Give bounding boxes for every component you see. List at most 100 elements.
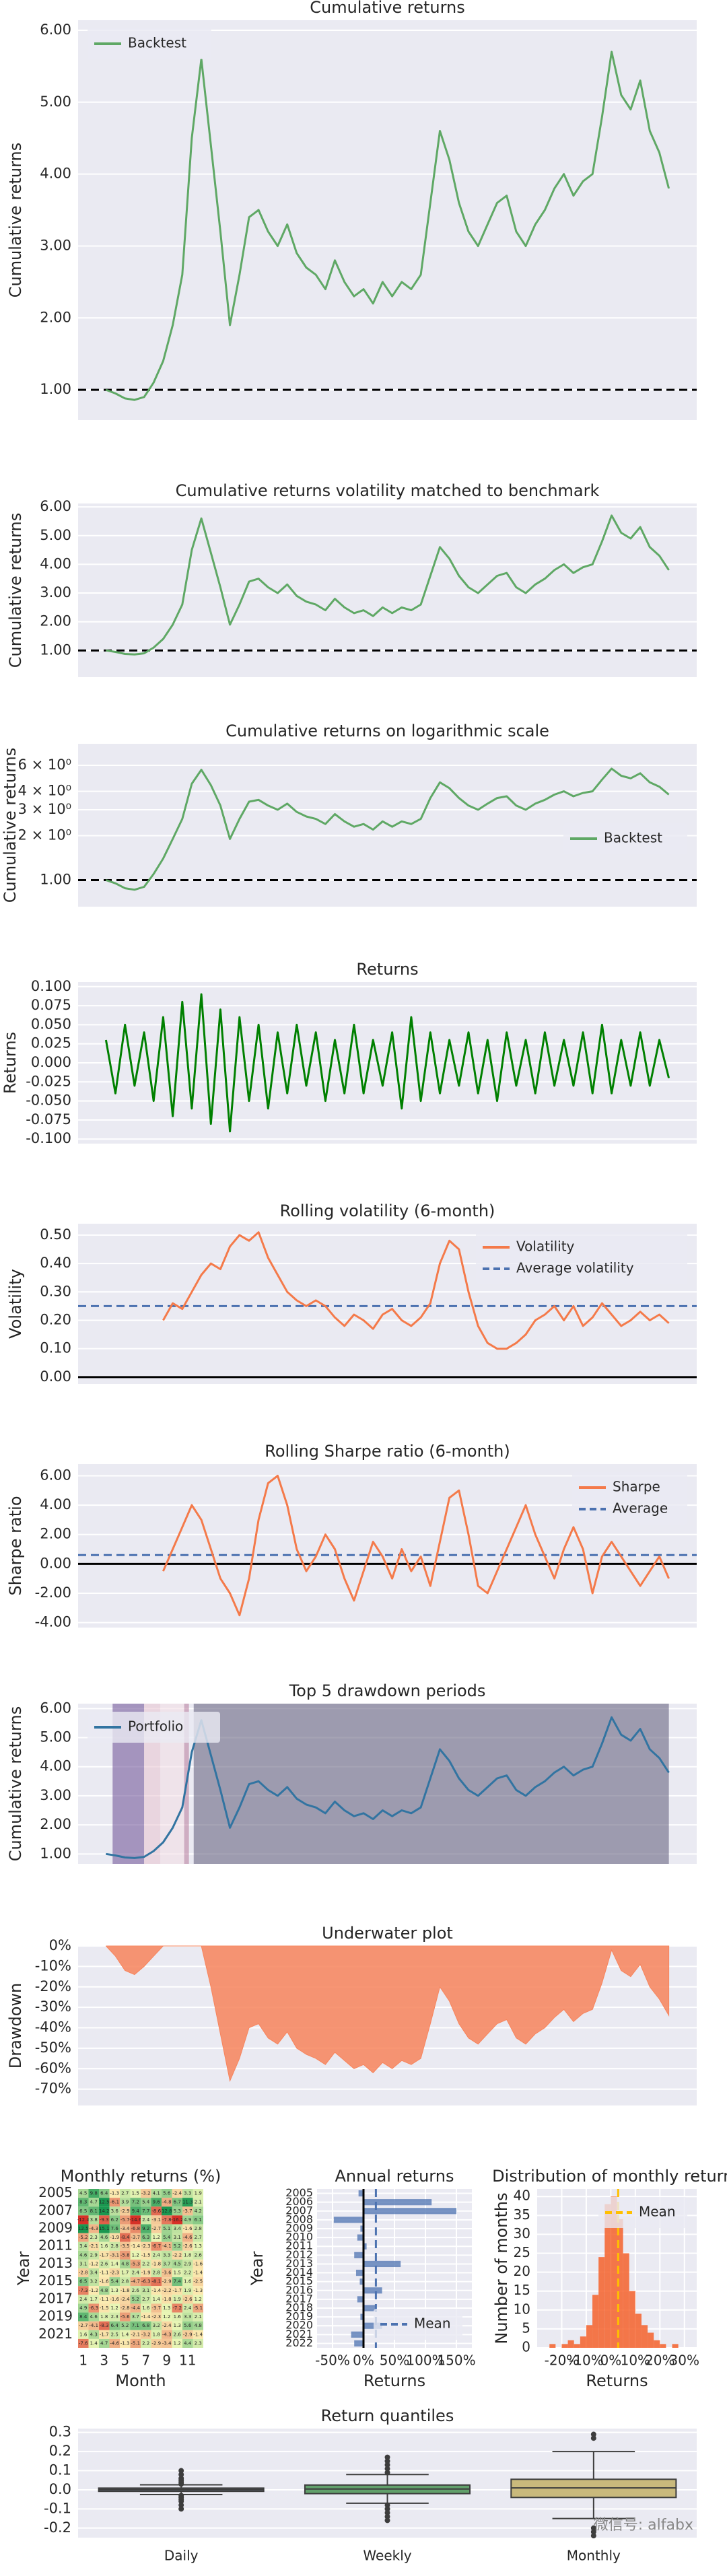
cell-label: -1.6 [110, 2297, 119, 2302]
heatmap-cell [193, 2224, 203, 2233]
heatmap-cell [99, 2250, 110, 2260]
cell-label: -16.2 [171, 2217, 183, 2223]
heatmap-cell [151, 2330, 162, 2339]
cell-label: -5.8 [120, 2252, 130, 2258]
heatmap-cell [88, 2295, 99, 2304]
y-tick-label: 2008 [285, 2213, 313, 2225]
cell-label: 15.1 [99, 2226, 110, 2231]
cell-label: -5.1 [131, 2340, 140, 2346]
cell-label: -2.9 [151, 2340, 161, 2346]
bar [357, 2296, 364, 2303]
cell-label: 12.8 [162, 2208, 172, 2214]
y-tick-label: 6.00 [40, 498, 71, 514]
heatmap-cell [109, 2268, 120, 2278]
x-tick-label: 0% [600, 2353, 622, 2369]
y-tick-label: 2019 [285, 2310, 313, 2323]
cell-label: 1.8 [100, 2314, 108, 2320]
cell-label: 4.3 [90, 2332, 98, 2337]
heatmap-cell [78, 2233, 89, 2242]
legend-box [563, 823, 687, 854]
outlier [178, 2468, 184, 2474]
cell-label: 8.4 [79, 2314, 88, 2320]
cell-label: -5.3 [131, 2261, 140, 2266]
bar [360, 2225, 364, 2232]
watermark: 微信号: alfabx [594, 2517, 693, 2534]
cell-label: 5.4 [111, 2279, 119, 2285]
cell-label: 1.9 [174, 2297, 181, 2302]
histogram-bar [586, 2325, 593, 2348]
y-tick-label: 35 [514, 2206, 530, 2223]
cell-label: -6.1 [110, 2200, 119, 2205]
heatmap-cell [182, 2286, 193, 2295]
cell-label: 1.4 [111, 2261, 119, 2266]
y-tick-label: 4.00 [40, 1496, 71, 1512]
cell-label: 1.3 [163, 2305, 170, 2311]
heatmap-cell [120, 2206, 131, 2216]
y-tick-label: 2005 [285, 2186, 313, 2199]
cell-label: -3.2 [141, 2332, 151, 2337]
cell-label: -2.7 [79, 2323, 88, 2328]
heatmap-cell [109, 2241, 120, 2251]
heatmap-cell [151, 2250, 162, 2260]
cell-label: 2.6 [100, 2261, 108, 2266]
heatmap-cell [99, 2277, 110, 2287]
y-axis-label: Cumulative returns [6, 513, 25, 668]
cell-label: -2.6 [183, 2297, 193, 2302]
cell-label: 5.2 [174, 2243, 181, 2249]
heatmap-cell [109, 2224, 120, 2233]
heatmap-cell [78, 2321, 89, 2330]
bar [364, 2260, 401, 2268]
heatmap-cell [193, 2277, 203, 2287]
heatmap-cell [162, 2303, 172, 2313]
heatmap-cell [151, 2321, 162, 2330]
histogram-bar [561, 2344, 568, 2348]
heatmap-cell [151, 2198, 162, 2207]
heatmap-cell [172, 2189, 182, 2198]
heatmap-cell [182, 2215, 193, 2225]
heatmap-cell [193, 2259, 203, 2268]
legend-label: Backtest [604, 830, 662, 846]
y-tick-label: 20 [514, 2263, 530, 2279]
x-tick-label: 7 [141, 2353, 150, 2369]
cell-label: -12.4 [77, 2217, 90, 2223]
y-axis-label: Year [248, 2251, 267, 2286]
legend-box [88, 28, 211, 59]
y-axis-label: Number of months [492, 2192, 511, 2344]
histogram-bar [629, 2291, 635, 2348]
histogram-bar [672, 2344, 679, 2348]
heatmap-cell [172, 2268, 182, 2278]
cell-label: 2.8 [121, 2279, 129, 2285]
cell-label: 5.1 [163, 2226, 170, 2231]
plot-area [78, 20, 697, 420]
y-tick-label: 0.000 [31, 1054, 71, 1070]
cell-label: -2.4 [120, 2297, 130, 2302]
heatmap-cell [172, 2338, 182, 2348]
heatmap-cell [193, 2303, 203, 2313]
heatmap-cell [162, 2330, 172, 2339]
y-tick-label: 5.00 [40, 94, 71, 110]
histogram-bar [567, 2340, 574, 2348]
heatmap-cell [99, 2286, 110, 2295]
cell-label: -1.7 [100, 2332, 109, 2337]
cell-label: -7.2 [172, 2305, 182, 2311]
cell-label: 2.1 [195, 2200, 202, 2205]
cell-label: -7.3 [79, 2288, 88, 2293]
heatmap-cell [99, 2198, 110, 2207]
heatmap-cell [151, 2295, 162, 2304]
heatmap-cell [120, 2215, 131, 2225]
heatmap-cell [78, 2277, 89, 2287]
heatmap-cell [182, 2295, 193, 2304]
x-tick-label: -10% [569, 2353, 604, 2369]
heatmap-cell [193, 2268, 203, 2278]
heatmap-cell [141, 2215, 151, 2225]
y-tick-label: 0.075 [31, 997, 71, 1013]
heatmap-cell [193, 2250, 203, 2260]
heatmap-cell [141, 2338, 151, 2348]
heatmap-cell [162, 2321, 172, 2330]
heatmap-cell [109, 2286, 120, 2295]
x-tick-label: 11 [179, 2353, 196, 2369]
heatmap-cell [120, 2286, 131, 2295]
y-tick-label: -30% [35, 1998, 71, 2015]
bar [364, 2243, 367, 2250]
cell-label: 1.9 [195, 2191, 202, 2196]
